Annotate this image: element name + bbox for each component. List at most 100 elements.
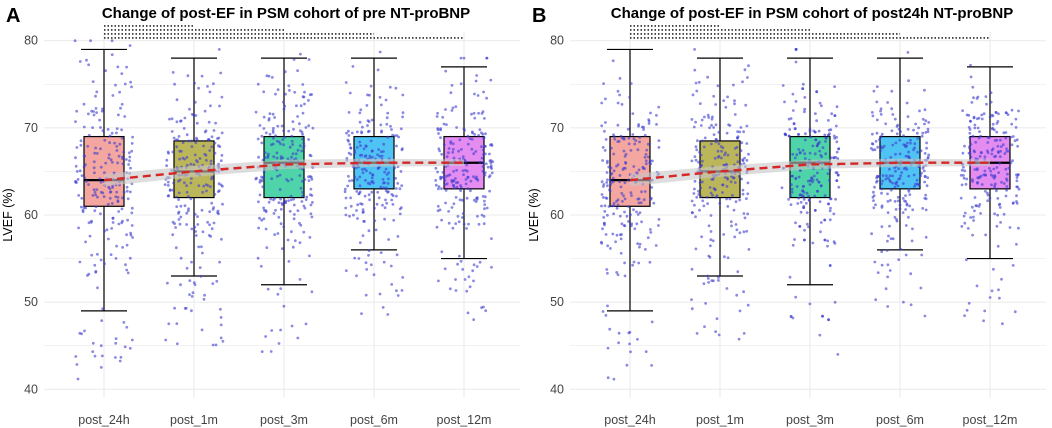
data-point: [600, 204, 603, 208]
data-point: [437, 132, 440, 135]
data-point: [826, 244, 829, 248]
data-point: [115, 127, 119, 130]
data-point: [898, 152, 902, 156]
data-point: [1013, 139, 1017, 143]
data-point: [642, 128, 645, 131]
data-point: [130, 206, 134, 210]
data-point: [179, 283, 182, 287]
data-point: [738, 309, 742, 313]
data-point: [1004, 136, 1008, 140]
data-point: [307, 179, 311, 183]
x-tick-label: post_24h: [604, 413, 655, 427]
data-point: [185, 266, 189, 270]
data-point: [364, 179, 367, 182]
data-point: [997, 203, 1001, 207]
data-point: [115, 190, 119, 194]
data-point: [93, 263, 97, 267]
data-point: [301, 179, 304, 183]
data-point: [378, 50, 382, 54]
data-point: [603, 149, 607, 152]
data-point: [185, 156, 189, 159]
data-point: [96, 286, 99, 290]
data-point: [969, 216, 972, 219]
data-point: [731, 194, 734, 197]
data-point: [905, 168, 909, 171]
data-point: [631, 112, 635, 115]
data-point: [801, 194, 805, 198]
data-point: [819, 221, 823, 224]
data-point: [268, 112, 272, 115]
data-point: [994, 154, 998, 158]
data-point: [995, 166, 999, 169]
data-point: [907, 174, 911, 178]
data-point: [131, 236, 135, 239]
data-point: [604, 138, 608, 141]
data-point: [279, 207, 283, 211]
data-point: [630, 222, 634, 226]
data-point: [304, 126, 308, 129]
data-point: [970, 205, 974, 209]
data-point: [638, 211, 642, 215]
data-point: [905, 141, 909, 145]
data-point: [490, 171, 494, 175]
data-point: [194, 114, 198, 117]
data-point: [390, 128, 393, 131]
data-point: [741, 188, 745, 192]
data-point: [961, 109, 964, 112]
data-point: [823, 238, 827, 242]
data-point: [695, 332, 699, 335]
data-point: [642, 198, 646, 202]
data-point: [823, 194, 827, 198]
data-point: [469, 189, 472, 193]
data-point: [724, 105, 728, 109]
data-point: [996, 144, 1000, 148]
data-point: [601, 310, 605, 313]
data-point: [454, 289, 458, 292]
data-point: [290, 155, 293, 159]
data-point: [918, 109, 921, 113]
data-point: [1015, 138, 1019, 142]
data-point: [824, 140, 827, 143]
data-point: [270, 329, 274, 332]
data-point: [301, 137, 304, 141]
data-point: [208, 90, 212, 94]
data-point: [880, 225, 884, 229]
data-point: [358, 175, 362, 179]
data-point: [350, 179, 354, 182]
data-point: [706, 202, 709, 206]
data-point: [969, 155, 973, 159]
data-point: [835, 136, 838, 139]
data-point: [607, 205, 611, 208]
data-point: [400, 184, 404, 188]
data-point: [705, 195, 709, 199]
data-point: [195, 121, 199, 125]
data-point: [794, 48, 798, 51]
data-point: [267, 117, 271, 120]
data-point: [303, 206, 307, 210]
data-point: [440, 250, 444, 254]
data-point: [695, 195, 699, 199]
data-point: [185, 184, 189, 188]
data-point: [436, 170, 439, 174]
data-point: [87, 63, 90, 67]
data-point: [272, 212, 276, 215]
data-point: [971, 233, 974, 237]
data-point: [377, 196, 381, 200]
data-point: [1002, 131, 1006, 135]
data-point: [282, 129, 285, 133]
data-point: [271, 131, 275, 134]
data-point: [616, 273, 620, 277]
data-point: [741, 80, 744, 84]
y-tick-label: 60: [24, 208, 38, 222]
data-point: [813, 130, 817, 134]
data-point: [262, 90, 266, 94]
data-point: [616, 203, 620, 207]
data-point: [308, 254, 311, 258]
data-point: [615, 233, 619, 237]
data-point: [436, 127, 440, 130]
data-point: [895, 132, 899, 136]
data-point: [888, 167, 891, 171]
data-point: [690, 199, 694, 203]
data-point: [129, 80, 133, 84]
data-point: [802, 206, 805, 210]
